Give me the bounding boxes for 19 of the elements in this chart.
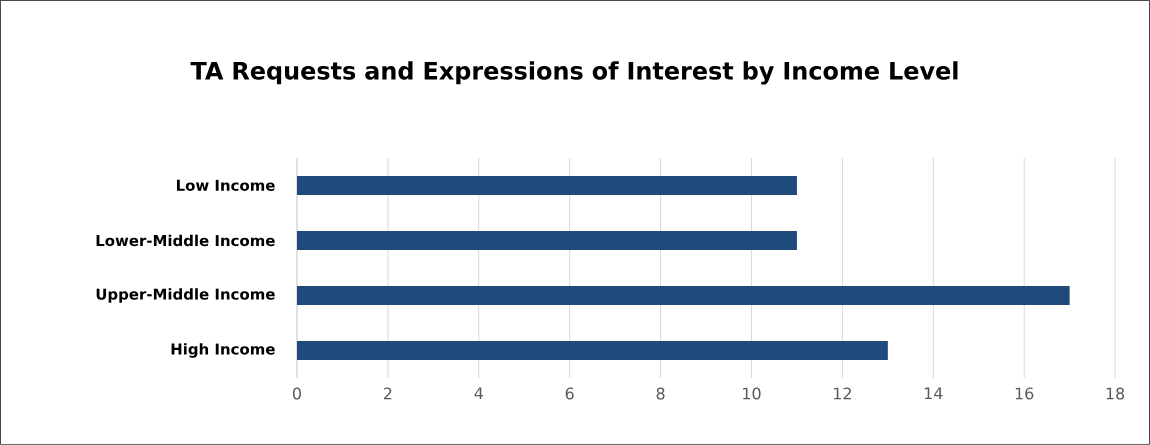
x-tick-label: 8 [656,387,665,400]
y-tick-label: Lower-Middle Income [96,234,275,247]
x-tick-label: 2 [383,387,392,400]
chart-title: TA Requests and Expressions of Interest by Income Level [190,61,958,85]
bar [296,175,797,195]
x-tick-label: 6 [565,387,574,400]
y-tick-label: Upper-Middle Income [96,288,275,303]
bar [296,286,1070,305]
x-tick-label: 16 [1015,387,1034,400]
x-tick-label: 4 [474,387,483,400]
y-tick-label: High Income [171,343,275,358]
x-tick-label: 18 [1106,387,1125,400]
bar [296,230,797,250]
x-tick-label: 10 [743,387,761,400]
x-tick-label: 12 [834,387,851,400]
bar [296,341,888,361]
x-tick-label: 0 [292,387,301,400]
y-tick-label: Low Income [176,179,275,192]
x-tick-label: 14 [924,387,943,400]
